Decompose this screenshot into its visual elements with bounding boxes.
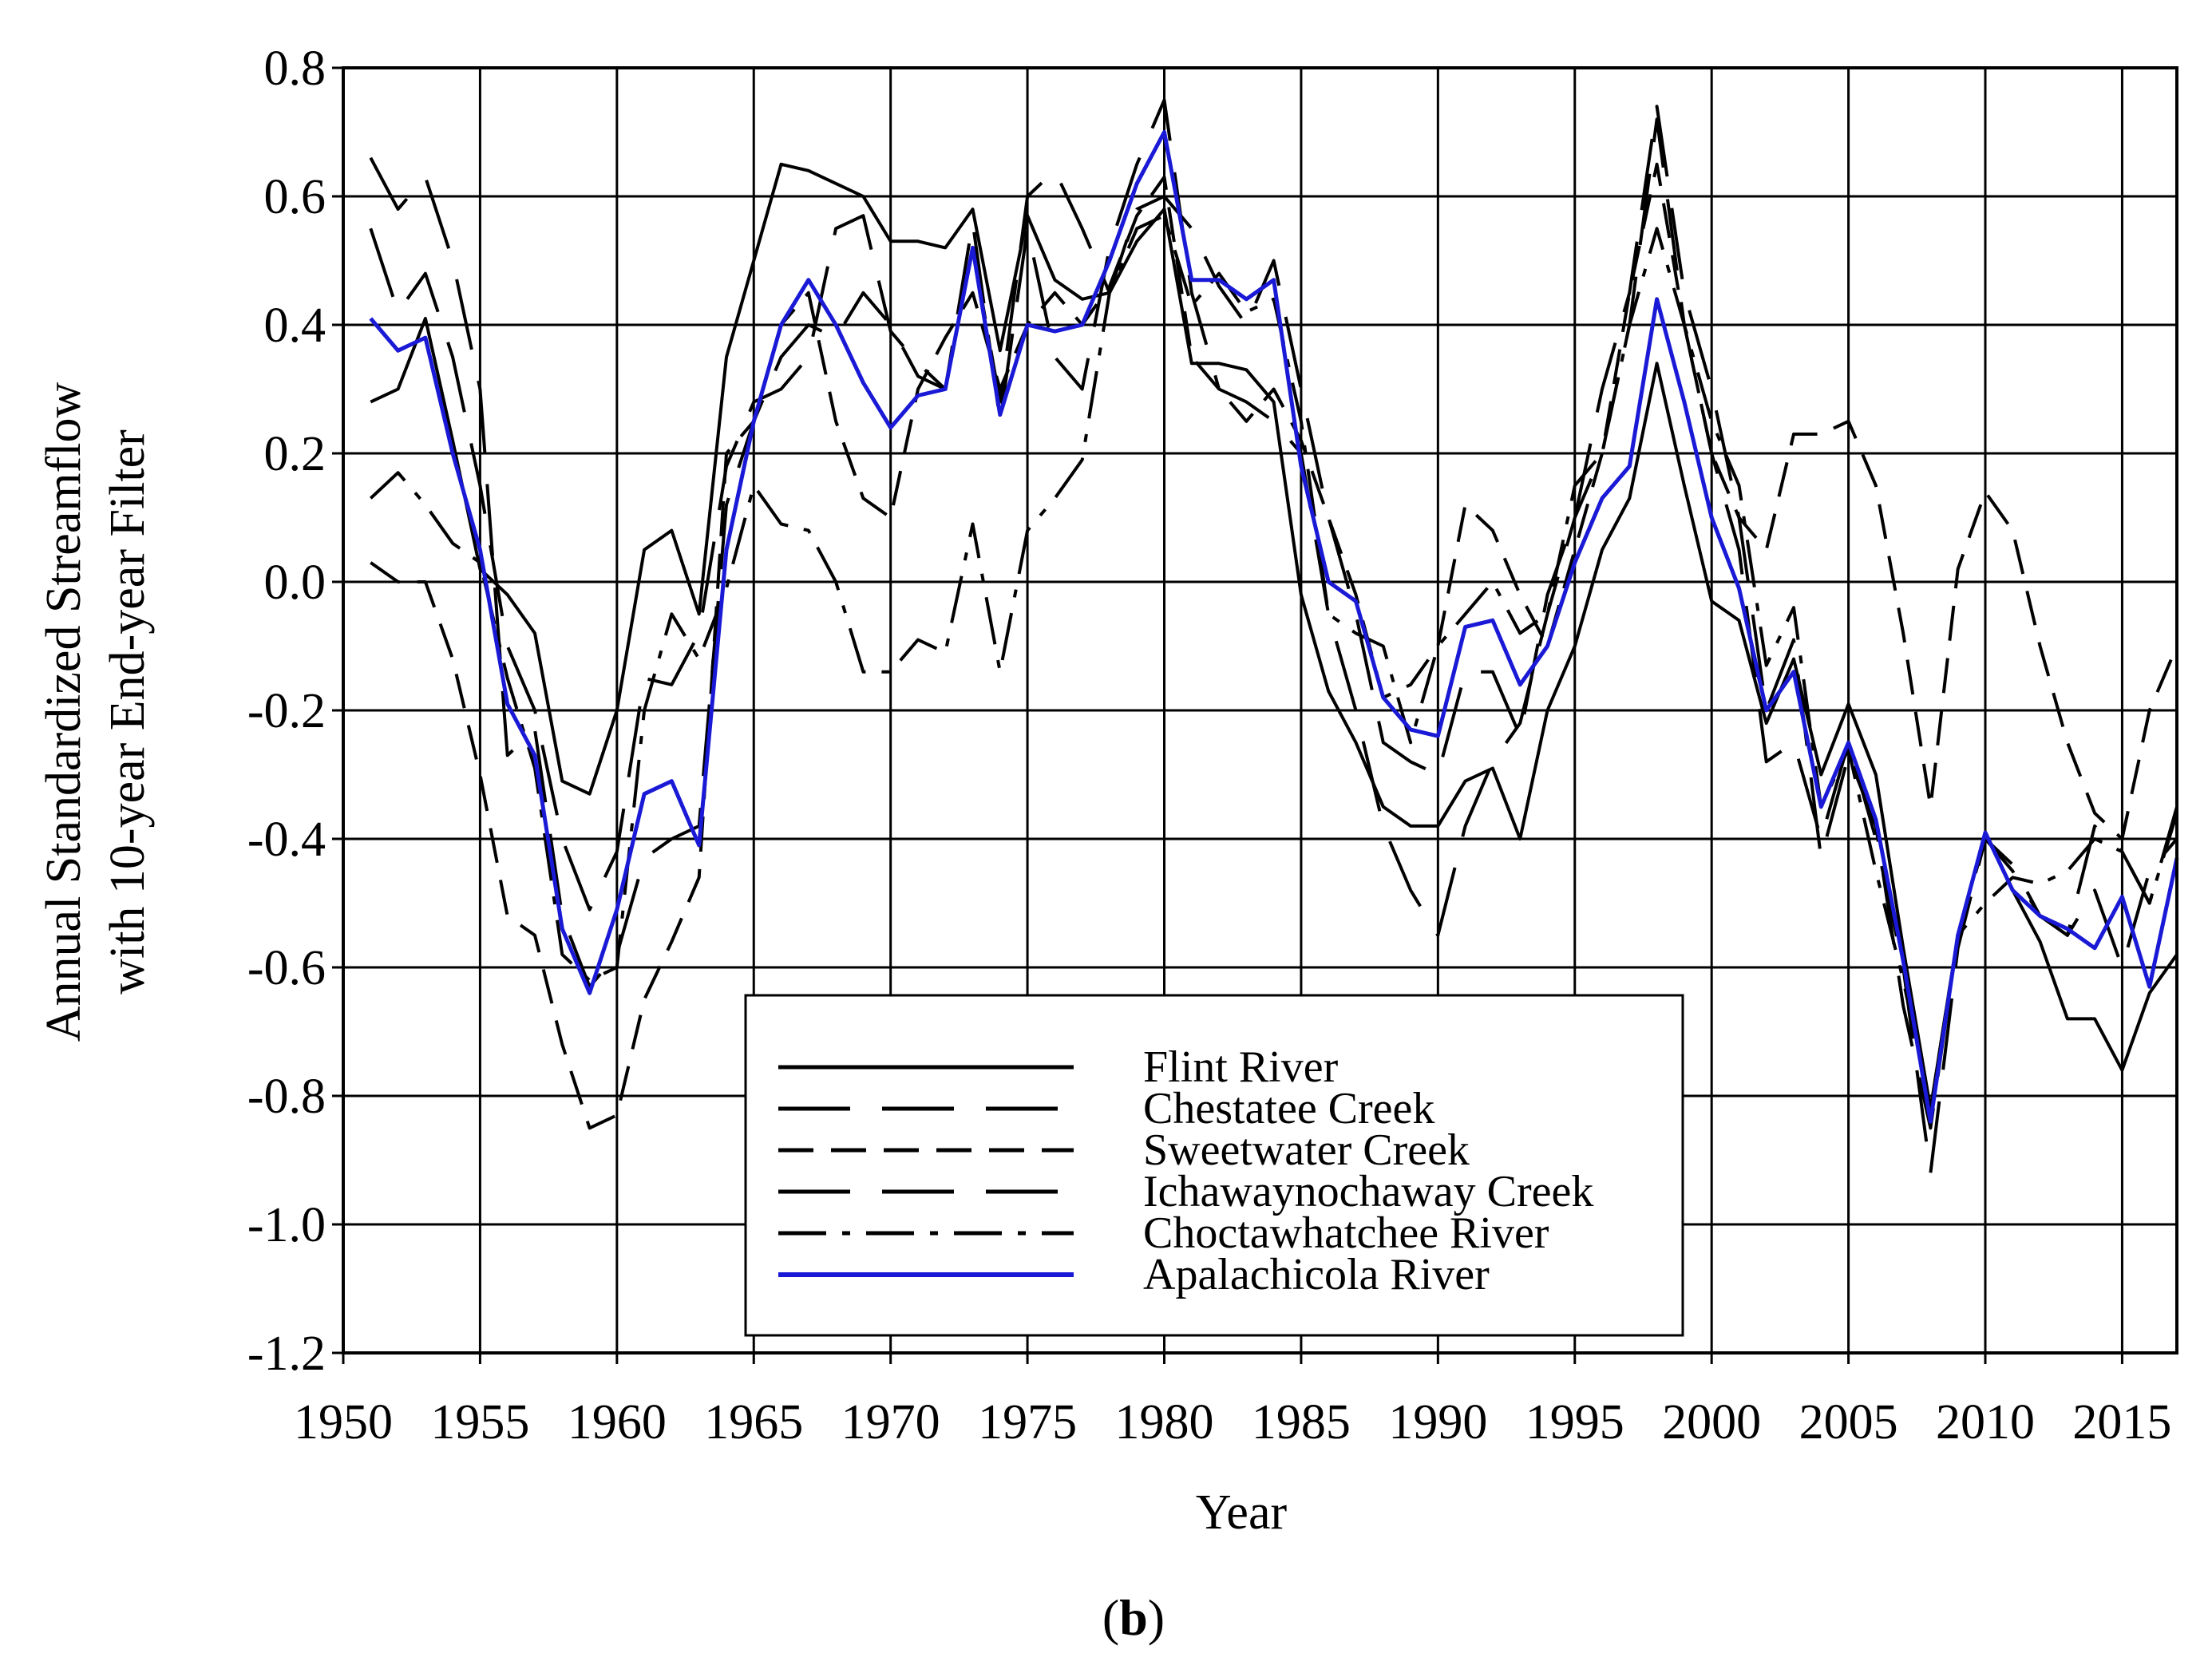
series-line-choctawhatchee-river (369, 214, 2178, 1111)
y-tick-label: 0.2 (264, 427, 326, 481)
legend-label: Sweetwater Creek (1143, 1125, 1470, 1175)
legend-box (744, 994, 1684, 1337)
x-tick-label: 1955 (430, 1395, 529, 1449)
series-line-sweetwater-creek (370, 162, 2178, 1130)
x-tick-label: 1990 (1388, 1395, 1487, 1449)
y-tick-label: -0.2 (247, 684, 326, 738)
panel-label-letter: b (1119, 1589, 1148, 1646)
x-axis-title: Year (1196, 1485, 1288, 1540)
legend-label: Choctawhatchee River (1143, 1208, 1549, 1258)
legend-label: Chestatee Creek (1143, 1084, 1434, 1133)
y-axis-title-line-2: with 10-year End-year Filter (101, 429, 155, 995)
x-tick-label: 1960 (568, 1395, 667, 1449)
y-tick-label: 0.0 (264, 556, 326, 610)
y-axis-title: Annual Standardized Streamflow with 10-y… (37, 382, 155, 1042)
panel-label-close: ) (1148, 1589, 1165, 1646)
legend-label: Flint River (1143, 1042, 1339, 1092)
y-tick-label: 0.4 (264, 299, 326, 353)
x-tick-label: 1980 (1115, 1395, 1214, 1449)
series-line-apalachicola-river (369, 130, 2179, 1124)
y-tick-label: 0.6 (264, 170, 326, 224)
x-tick-label: 1965 (704, 1395, 803, 1449)
legend-label: Apalachicola River (1143, 1250, 1490, 1299)
panel-label-open: ( (1102, 1589, 1119, 1646)
x-tick-label: 2000 (1662, 1395, 1761, 1449)
series-lines (369, 98, 2179, 1175)
x-tick-label: 1975 (978, 1395, 1077, 1449)
y-axis-title-line-1: Annual Standardized Streamflow (37, 382, 91, 1042)
x-tick-label: 1970 (841, 1395, 940, 1449)
y-tick-label: -0.8 (247, 1070, 326, 1124)
y-tick-label: 0.8 (264, 42, 326, 96)
x-tick-label: 2005 (1799, 1395, 1898, 1449)
y-tick-label: -0.6 (247, 941, 326, 995)
x-tick-label: 2010 (1936, 1395, 2035, 1449)
x-tick-label: 1985 (1252, 1395, 1351, 1449)
panel-label: (b) (1102, 1589, 1165, 1646)
x-tick-label: 1995 (1525, 1395, 1624, 1449)
y-tick-label: -0.4 (247, 813, 326, 867)
y-axis-ticks: 0.8 0.6 0.4 0.2 0.0 -0.2 -0.4 -0.6 -0.8 -1.0 -1.2 (247, 42, 343, 1381)
y-tick-label: -1.2 (247, 1327, 326, 1381)
x-axis-ticks: 1950 1955 1960 1965 1970 1975 1980 1985 1990 1995… (294, 1353, 2171, 1449)
x-tick-label: 1950 (294, 1395, 393, 1449)
series-line-chestatee-creek (369, 98, 2178, 1175)
legend-label: Ichawaynochaway Creek (1143, 1167, 1593, 1216)
x-tick-label: 2015 (2072, 1395, 2171, 1449)
y-tick-label: -1.0 (247, 1198, 326, 1252)
series-line-flint-river (370, 162, 2178, 1111)
